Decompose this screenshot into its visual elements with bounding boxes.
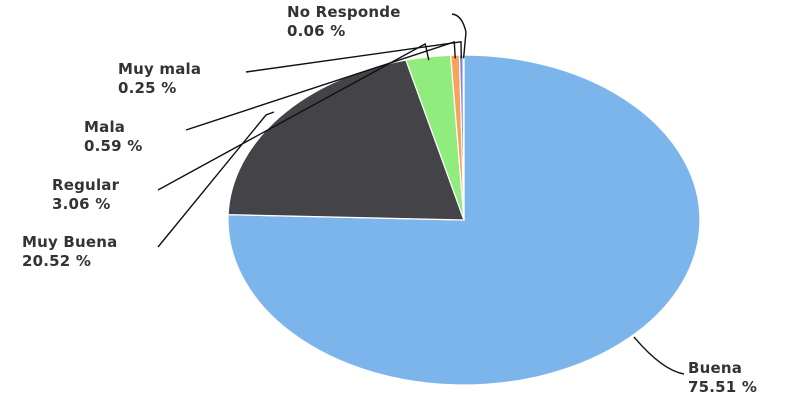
data-label-name-regular: Regular [52,176,120,194]
pie-slice-muy-buena [227,59,465,221]
data-label-value-no-responde: 0.06 % [287,22,345,40]
data-label-name-mala: Mala [84,118,125,136]
data-label-value-mala: 0.59 % [84,137,142,155]
data-label-name-muy-mala: Muy mala [118,60,201,78]
data-label-value-regular: 3.06 % [52,195,110,213]
data-label-name-buena: Buena [688,359,742,377]
leader-line-no-responde [451,13,467,59]
pie-slices [227,54,701,386]
data-label-name-muy-buena: Muy Buena [22,233,118,251]
leader-line-muy-buena [157,111,275,248]
data-label-name-no-responde: No Responde [287,3,401,21]
leader-line-buena [633,336,685,375]
leader-line-muy-mala [245,40,462,73]
leader-lines [157,13,685,375]
data-label-value-muy-buena: 20.52 % [22,252,91,270]
leader-line-regular [157,42,430,191]
leader-line-mala [185,40,456,131]
data-label-value-buena: 75.51 % [688,378,757,396]
data-label-value-muy-mala: 0.25 % [118,79,176,97]
